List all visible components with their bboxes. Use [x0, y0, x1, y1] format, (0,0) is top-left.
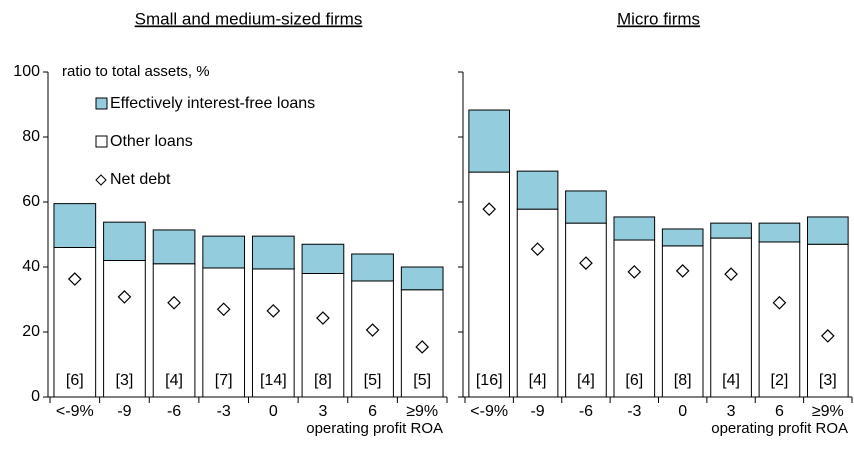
- x-tick-label: 6: [368, 403, 377, 420]
- count-label: [7]: [215, 372, 233, 389]
- net-debt-marker: [627, 265, 642, 279]
- panel-title: Micro firms: [617, 9, 700, 28]
- count-label: [4]: [577, 372, 595, 389]
- x-axis-label: operating profit ROA: [711, 420, 848, 437]
- x-tick-label: <-9%: [56, 403, 94, 420]
- panel-title: Small and medium-sized firms: [135, 9, 363, 28]
- bar-segment: [710, 222, 752, 239]
- bar-segment: [516, 170, 559, 210]
- count-label: [2]: [771, 372, 789, 389]
- count-label: [5]: [413, 372, 431, 389]
- x-tick-label: 3: [727, 403, 736, 420]
- x-tick-label: <-9%: [470, 403, 508, 420]
- count-label: [6]: [66, 372, 84, 389]
- net-debt-marker: [579, 256, 593, 270]
- x-tick-label: -9: [117, 403, 131, 420]
- net-debt-marker: [365, 323, 380, 337]
- count-label: [8]: [314, 372, 332, 389]
- y-tick-label: 40: [22, 258, 40, 275]
- bar-segment: [202, 267, 246, 398]
- legend-swatch: [95, 135, 108, 148]
- net-debt-marker: [216, 302, 231, 317]
- bar-segment: [152, 263, 196, 398]
- net-debt-marker: [266, 304, 281, 318]
- bar-segment: [710, 237, 752, 398]
- legend-label: Effectively interest-free loans: [110, 95, 315, 112]
- net-debt-marker: [167, 295, 181, 310]
- count-label: [8]: [674, 372, 692, 389]
- bar-segment: [565, 190, 607, 224]
- count-label: [4]: [722, 372, 740, 389]
- bar-segment: [351, 280, 394, 398]
- count-label: [14]: [260, 372, 287, 389]
- net-debt-marker: [415, 340, 430, 354]
- y-tick-label: 100: [13, 63, 40, 80]
- x-axis-label: operating profit ROA: [306, 420, 443, 437]
- legend-swatch: [95, 174, 107, 186]
- net-debt-marker: [482, 202, 497, 216]
- legend-swatch: [95, 97, 108, 110]
- bar-segment: [400, 266, 444, 291]
- count-label: [3]: [116, 372, 134, 389]
- bar-segment: [301, 273, 345, 398]
- y-axis-label: ratio to total assets, %: [62, 63, 210, 80]
- x-tick-label: ≥9%: [406, 403, 438, 420]
- count-label: [4]: [165, 372, 183, 389]
- count-label: [6]: [625, 372, 643, 389]
- x-tick-label: -9: [530, 403, 544, 420]
- net-debt-marker: [530, 242, 545, 256]
- net-debt-marker: [316, 311, 330, 325]
- bar-segment: [516, 208, 559, 398]
- bar-segment: [613, 216, 656, 241]
- bar-segment: [661, 228, 704, 247]
- net-debt-marker: [67, 272, 82, 286]
- bar-segment: [152, 229, 196, 265]
- bar-segment: [301, 243, 345, 274]
- x-tick-label: ≥9%: [812, 403, 844, 420]
- bar-segment: [251, 235, 295, 270]
- bar-segment: [351, 253, 394, 282]
- legend-label: Net debt: [110, 171, 171, 188]
- x-tick-label: 0: [678, 403, 687, 420]
- count-label: [16]: [476, 372, 503, 389]
- bar-segment: [103, 260, 146, 398]
- count-label: [4]: [529, 372, 547, 389]
- bar-segment: [468, 109, 511, 173]
- net-debt-marker: [117, 290, 132, 304]
- x-tick-label: 6: [775, 403, 784, 420]
- x-tick-label: -6: [579, 403, 593, 420]
- y-tick-label: 0: [31, 388, 40, 405]
- legend-label: Other loans: [110, 133, 193, 150]
- x-tick-label: -3: [627, 403, 641, 420]
- bar-segment: [53, 203, 97, 248]
- count-label: [5]: [364, 372, 382, 389]
- y-tick-label: 60: [22, 193, 40, 210]
- bar-segment: [758, 222, 801, 243]
- x-tick-label: -3: [217, 403, 231, 420]
- x-tick-label: -6: [167, 403, 181, 420]
- net-debt-marker: [772, 295, 787, 310]
- bar-segment: [103, 221, 146, 261]
- x-tick-label: 0: [269, 403, 278, 420]
- y-tick-label: 80: [22, 128, 40, 145]
- bar-segment: [806, 243, 849, 398]
- bar-segment: [758, 241, 801, 398]
- bar-segment: [806, 216, 849, 245]
- bar-segment: [565, 222, 607, 398]
- x-tick-label: 3: [318, 403, 327, 420]
- count-label: [3]: [819, 372, 837, 389]
- bar-segment: [202, 235, 246, 269]
- y-tick-label: 20: [22, 323, 40, 340]
- net-debt-marker: [820, 329, 835, 343]
- net-debt-marker: [675, 264, 690, 278]
- net-debt-marker: [724, 267, 738, 281]
